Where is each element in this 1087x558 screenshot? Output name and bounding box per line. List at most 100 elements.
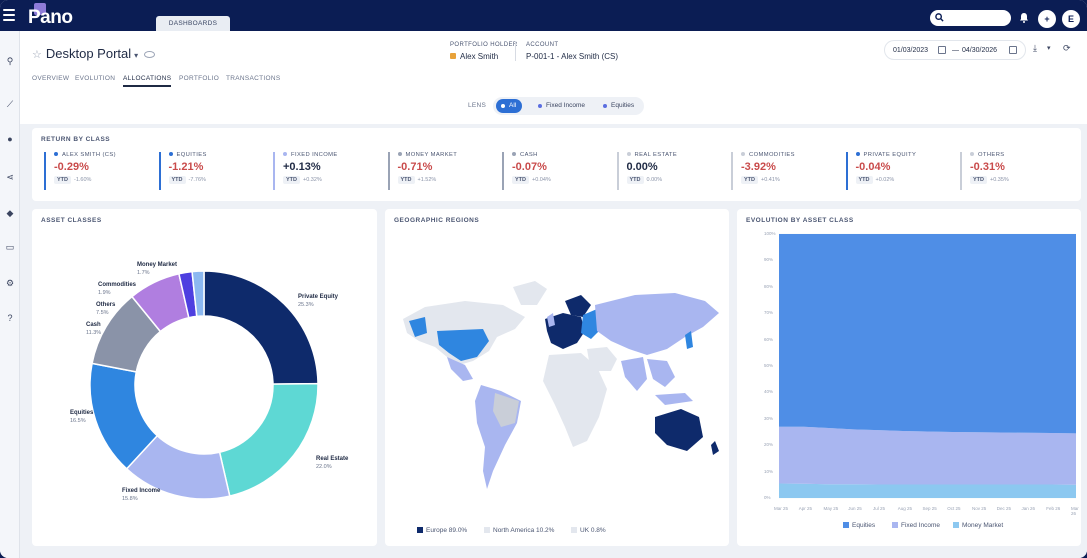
x-tick-label: Nov 25 <box>972 506 987 511</box>
help-icon[interactable]: ? <box>7 313 13 323</box>
bell-icon[interactable] <box>1019 12 1029 23</box>
page-title[interactable]: ☆ Desktop Portal ▾ <box>32 46 156 61</box>
lens-option-all[interactable]: All <box>496 99 523 113</box>
search-icon <box>935 13 944 22</box>
calendar-icon[interactable] <box>938 46 946 54</box>
legend-item: UK 0.8% <box>571 527 606 534</box>
dot-icon <box>741 152 745 157</box>
left-nav: ⚲ ⟋ ● ⋖ ◆ ▭ ⚙ ? <box>0 31 20 558</box>
area-series[interactable] <box>779 426 1076 485</box>
menu-icon[interactable] <box>3 9 15 21</box>
y-tick-label: 10% <box>764 468 774 474</box>
region-russia-asia <box>595 293 719 355</box>
donut-slice[interactable] <box>203 270 319 385</box>
return-item[interactable]: PRIVATE EQUITY -0.04% YTD +0.02% <box>845 152 956 190</box>
region-africa <box>543 353 607 447</box>
search-icon[interactable]: ⚲ <box>6 56 14 66</box>
area-series[interactable] <box>779 234 1076 434</box>
legend-item[interactable]: Money Market <box>953 522 1003 529</box>
tab-dashboards[interactable]: DASHBOARDS <box>156 16 230 31</box>
legend-item[interactable]: Fixed Income <box>892 522 940 529</box>
region-greenland <box>513 281 547 305</box>
main-content: ☆ Desktop Portal ▾ PORTFOLIO HOLDER Alex S… <box>20 31 1087 558</box>
tab-allocations[interactable]: ALLOCATIONS <box>123 75 172 87</box>
return-item[interactable]: COMMODITIES -3.92% YTD +0.41% <box>731 152 841 190</box>
x-tick-label: Mar 26 <box>1071 506 1079 516</box>
return-item[interactable]: OTHERS -0.31% YTD +0.35% <box>960 152 1070 190</box>
donut-slice[interactable] <box>218 382 319 497</box>
legend-item[interactable]: Equities <box>843 522 875 529</box>
eye-icon[interactable] <box>144 51 156 59</box>
return-item-value: -0.71% <box>397 161 433 173</box>
return-item[interactable]: FIXED INCOME +0.13% YTD +0.32% <box>273 152 383 190</box>
monitor-icon[interactable]: ▭ <box>5 242 15 252</box>
return-item[interactable]: MONEY MARKET -0.71% YTD +1.52% <box>387 152 498 190</box>
x-tick-label: Jan 26 <box>1021 506 1036 511</box>
legend-item: Europe 89.0% <box>417 527 467 534</box>
gear-icon[interactable]: ⚙ <box>5 278 15 288</box>
search-input[interactable] <box>930 10 1011 26</box>
top-bar: Pano DASHBOARDS + E <box>0 0 1087 31</box>
donut-label: Commodities 1.9% <box>98 282 137 296</box>
return-by-class-card: RETURN BY CLASS ALEX SMITH (CS) -0.29% YTD… <box>32 128 1081 201</box>
chevron-down-icon[interactable]: ▾ <box>1047 45 1051 52</box>
return-item-value: -0.31% <box>970 161 1005 173</box>
add-button[interactable]: + <box>1038 10 1056 28</box>
return-item-value: -0.07% <box>512 161 547 173</box>
region-indonesia <box>655 393 693 405</box>
date-from[interactable]: 01/03/2023 <box>893 47 929 54</box>
calendar-icon[interactable] <box>1009 46 1017 54</box>
region-south-asia <box>621 357 647 391</box>
return-item-value: -3.92% <box>741 161 776 173</box>
share-icon[interactable]: ⋖ <box>6 172 14 182</box>
return-item[interactable]: ALEX SMITH (CS) -0.29% YTD -1.60% <box>44 152 154 190</box>
legend-swatch <box>417 527 423 534</box>
date-to[interactable]: 04/30/2026 <box>962 47 998 54</box>
tab-transactions[interactable]: TRANSACTIONS <box>226 75 281 82</box>
star-icon[interactable]: ☆ <box>32 49 42 61</box>
tab-evolution[interactable]: EVOLUTION <box>75 75 116 82</box>
legend-swatch <box>843 522 849 529</box>
area-series[interactable] <box>779 483 1076 498</box>
chart-line-icon[interactable]: ⟋ <box>6 99 14 109</box>
donut-label: Cash 11.3% <box>86 322 102 336</box>
dot-icon <box>283 152 287 157</box>
lens-option-equities[interactable]: Equities <box>598 99 640 113</box>
chevron-down-icon[interactable]: ▾ <box>134 51 139 60</box>
download-icon[interactable]: ⤓ <box>1033 43 1037 53</box>
x-tick-label: Mar 25 <box>774 506 789 511</box>
region-canada-west <box>409 317 427 337</box>
tab-overview[interactable]: OVERVIEW <box>32 75 70 82</box>
region-mexico <box>447 357 473 381</box>
divider <box>515 41 516 61</box>
return-item-ytd: YTD +0.32% <box>283 176 383 184</box>
portfolio-holder[interactable]: Alex Smith <box>450 52 498 61</box>
return-item[interactable]: CASH -0.07% YTD +0.04% <box>502 152 612 190</box>
return-item-ytd: YTD +0.41% <box>741 176 841 184</box>
donut-slice[interactable] <box>191 270 205 318</box>
tab-portfolio[interactable]: PORTFOLIO <box>179 75 220 82</box>
app-logo[interactable]: Pano <box>28 3 76 29</box>
avatar[interactable]: E <box>1062 10 1080 28</box>
donut-label: Equities 16.5% <box>70 410 94 424</box>
region-uk <box>547 313 555 327</box>
user-icon[interactable]: ● <box>7 134 13 144</box>
return-item[interactable]: EQUITIES -1.21% YTD -7.76% <box>158 152 269 190</box>
return-item-ytd: YTD -7.76% <box>168 176 269 184</box>
return-item[interactable]: REAL ESTATE 0.00% YTD 0.00% <box>616 152 727 190</box>
diamond-icon[interactable]: ◆ <box>6 208 14 218</box>
return-item-name: EQUITIES <box>168 152 269 158</box>
legend-swatch <box>953 522 959 529</box>
refresh-icon[interactable]: ⟳ <box>1063 43 1071 53</box>
y-tick-label: 50% <box>764 363 774 368</box>
account-value[interactable]: P-001-1 - Alex Smith (CS) <box>526 52 619 61</box>
account-label: ACCOUNT <box>526 42 559 48</box>
card-title: ASSET CLASSES <box>41 217 102 224</box>
card-title: EVOLUTION BY ASSET CLASS <box>746 217 854 224</box>
return-item-name: FIXED INCOME <box>283 152 383 158</box>
lens-selector: All Fixed Income Equities <box>493 97 644 115</box>
lens-option-fixed-income[interactable]: Fixed Income <box>533 99 591 113</box>
date-range-picker[interactable]: 01/03/2023 — 04/30/2026 <box>884 40 1026 60</box>
asset-classes-card: ASSET CLASSES Private Equity 25.3% Real Es… <box>32 209 377 546</box>
region-southeast-asia <box>647 359 675 387</box>
